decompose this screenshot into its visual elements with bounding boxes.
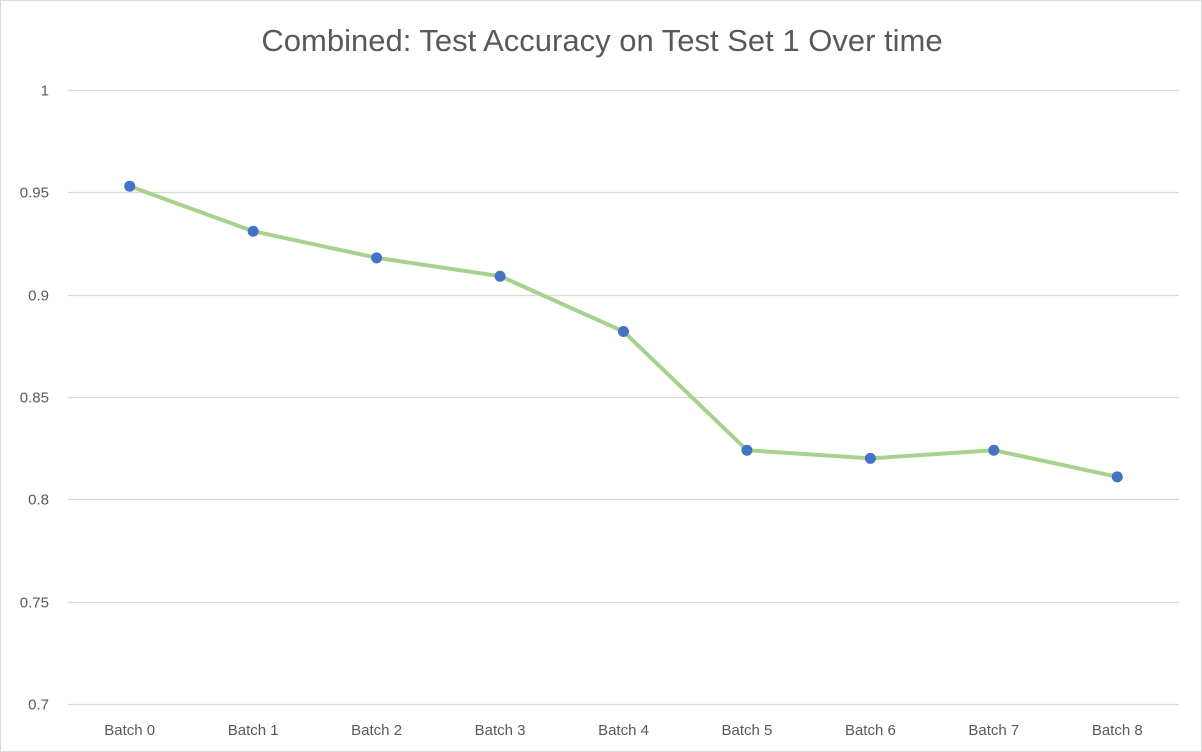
data-point	[864, 452, 876, 464]
y-tick-label: 0.8	[28, 492, 49, 509]
x-tick-label: Batch 3	[475, 722, 526, 739]
data-point	[494, 270, 506, 282]
x-tick-label: Batch 7	[968, 722, 1019, 739]
x-axis-tick-labels: Batch 0 Batch 1 Batch 2 Batch 3 Batch 4 Batch…	[104, 722, 1142, 739]
data-point	[124, 180, 136, 192]
x-tick-label: Batch 1	[228, 722, 279, 739]
data-point	[988, 444, 1000, 456]
data-point	[247, 225, 259, 237]
y-tick-label: 0.7	[28, 697, 49, 714]
data-point	[1111, 471, 1123, 483]
y-tick-label: 0.95	[20, 185, 49, 202]
y-tick-label: 0.9	[28, 288, 49, 305]
y-tick-label: 0.75	[20, 595, 49, 612]
x-tick-label: Batch 2	[351, 722, 402, 739]
x-tick-label: Batch 8	[1092, 722, 1143, 739]
x-tick-label: Batch 4	[598, 722, 649, 739]
data-point	[618, 326, 629, 338]
series	[124, 180, 1123, 483]
y-tick-label: 1	[41, 83, 49, 100]
x-tick-label: Batch 0	[104, 722, 155, 739]
y-axis-tick-labels: 0.7 0.75 0.8 0.85 0.9 0.95 1	[20, 83, 49, 714]
x-tick-label: Batch 5	[722, 722, 773, 739]
data-point	[741, 444, 753, 456]
y-tick-label: 0.85	[20, 390, 49, 407]
data-point	[371, 252, 383, 264]
x-tick-label: Batch 6	[845, 722, 896, 739]
chart-title: Combined: Test Accuracy on Test Set 1 Ov…	[261, 23, 943, 58]
gridlines	[68, 89, 1179, 706]
